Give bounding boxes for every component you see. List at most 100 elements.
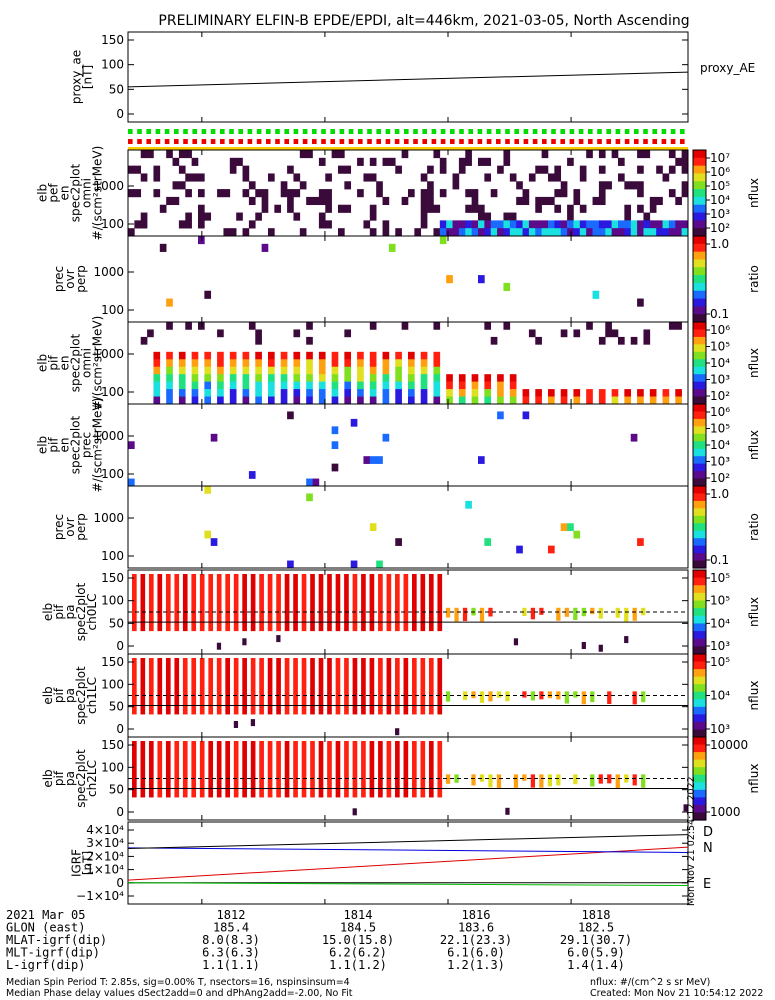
spec-elb-pef-en-omni-cell	[541, 228, 549, 237]
spec-elb-pef-en-omni-cell	[624, 204, 632, 213]
status-bar-red	[588, 139, 593, 144]
spec-elb-pif-en-omni-ylabel-line: elb	[36, 354, 50, 372]
spec-elb-pif-en-omni-cell	[280, 366, 288, 375]
spec-elb-pif-en-omni-cell	[268, 374, 275, 382]
spec-elb-pef-en-omni-cell	[178, 181, 186, 190]
spec-elb-pif-en-prec-cbar-seg	[693, 411, 706, 420]
spec-elb-pif-en-omni-cell	[433, 351, 441, 360]
status-bar-green	[385, 129, 391, 134]
spec-elb-pef-en-omni-cell	[618, 220, 625, 229]
spec-elb-pif-en-omni-cell	[217, 359, 224, 368]
pa-ch0LC-column	[522, 607, 527, 616]
pa-ch2LC-column	[276, 741, 281, 798]
pa-ch2LC-cbar-seg	[693, 782, 706, 791]
pa-ch0LC-cbar-seg	[693, 631, 706, 640]
spec-elb-pef-en-omni-cell	[630, 220, 638, 229]
status-bar-red	[450, 139, 455, 144]
spec-elb-pef-en-omni-cell	[497, 165, 504, 174]
spec-elb-pif-en-omni-cell	[293, 381, 301, 390]
spec-elb-pef-en-omni-cell	[338, 150, 345, 159]
spec-elb-pef-en-omni-cell	[248, 220, 256, 229]
status-bar-green	[578, 129, 584, 134]
spec-elb-pif-en-omni-cell	[560, 329, 568, 338]
spec-elb-pif-en-omni-cell	[153, 359, 161, 368]
pa-ch0LC-column	[445, 607, 451, 618]
pa-ch1LC-column	[208, 658, 214, 715]
footer-phase-info: Median Phase delay values dSect2add=0 an…	[6, 988, 353, 999]
spec-elb-pef-en-omni-cell	[338, 228, 345, 237]
spec-elb-pif-en-omni-cell	[306, 366, 313, 375]
pa-ch0LC-dot	[276, 635, 281, 643]
igrf-frame	[127, 821, 689, 905]
status-bar-red	[624, 139, 630, 144]
spec-elb-pif-en-omni-cell	[637, 389, 644, 397]
spec-elb-pef-en-omni-cell	[172, 181, 180, 190]
spec-elb-pef-en-omni-cell	[433, 150, 441, 159]
spec-elb-pif-en-omni-cell	[204, 396, 212, 405]
pa-ch2LC-ylabel-line: pif	[52, 770, 66, 786]
spec-elb-pif-en-prec-ylabel-line: pif	[47, 437, 61, 453]
pa-ch1LC-column	[182, 658, 188, 715]
spec-elb-pef-en-omni-cell	[554, 228, 562, 237]
pa-ch2LC-column	[412, 741, 417, 798]
spec-elb-pif-en-omni-cell	[382, 389, 390, 397]
pa-ch2LC-column	[530, 774, 536, 788]
spec-prec-ovr-perp-i-cell	[306, 493, 313, 502]
spec-elb-pef-en-omni-cell	[433, 228, 441, 237]
spec-elb-pef-en-omni-cell	[395, 228, 402, 237]
pa-ch1LC-column	[132, 658, 137, 715]
spec-elb-pif-en-omni-cell	[306, 322, 313, 330]
spec-prec-ovr-perp-e-cbar-tick-label: 0.1	[710, 307, 729, 321]
spec-elb-pif-en-omni-cell	[675, 322, 682, 330]
spec-elb-pef-en-omni-cell	[503, 150, 511, 159]
pa-ch1LC-column	[174, 658, 180, 715]
spec-prec-ovr-perp-e-cbar-seg	[693, 251, 706, 261]
spec-elb-pif-en-omni-cell	[191, 374, 199, 382]
pa-ch0LC-column	[335, 574, 341, 632]
spec-elb-pef-en-omni-cell	[598, 228, 606, 237]
spec-elb-pef-en-omni-cell	[248, 181, 256, 190]
status-bar-green	[670, 129, 676, 134]
status-bar-green	[514, 129, 519, 134]
spec-elb-pef-en-omni-cell	[675, 220, 682, 229]
spec-elb-pif-en-prec-cell	[382, 433, 390, 442]
spec-elb-pef-en-omni-cell	[586, 220, 593, 229]
spec-elb-pef-en-omni-cell	[287, 196, 294, 206]
spec-elb-pif-en-omni-cell	[598, 389, 606, 397]
pa-ch2LC-column	[598, 774, 603, 784]
spec-prec-ovr-perp-i-cbar-seg	[693, 553, 706, 562]
spec-elb-pef-en-omni-cell	[586, 228, 593, 237]
spec-elb-pef-en-omni-cell	[637, 189, 644, 198]
spec-elb-pef-en-omni-cell	[134, 165, 142, 174]
pa-ch2LC-column	[225, 741, 230, 798]
spec-elb-pef-en-omni-cbar-seg	[693, 204, 706, 214]
igrf-tick-label: 4×10⁴	[86, 823, 124, 837]
pa-ch2LC-tick-label: 100	[101, 760, 124, 774]
info-row-value: 22.1(23.3)	[440, 933, 512, 947]
status-bar-green	[404, 129, 409, 134]
spec-elb-pif-en-omni-cell	[268, 381, 275, 390]
pa-ch0LC-dot	[513, 638, 519, 646]
footer-nflux-units: nflux: #/(cm^2 s sr MeV)	[590, 977, 710, 988]
pa-ch0LC-cbar-label-group: nflux	[747, 597, 761, 627]
pa-ch0LC-column	[488, 607, 493, 617]
spec-prec-ovr-perp-e-cbar-seg	[693, 298, 706, 307]
pa-ch0LC-ylabel-line: ch0LC	[85, 594, 99, 631]
status-bar-red	[569, 139, 575, 144]
spec-elb-pif-en-omni-cell	[408, 351, 415, 360]
igrf-tick-label: 0	[116, 876, 124, 890]
pa-ch0LC-cbar-seg	[693, 646, 706, 655]
spec-elb-pif-en-omni-cell	[637, 396, 644, 405]
spec-elb-pef-en-omni-cell	[541, 165, 549, 174]
pa-ch2LC-column	[216, 741, 222, 798]
spec-elb-pif-en-omni-cell	[268, 351, 275, 360]
pa-ch1LC-column	[445, 691, 451, 702]
spec-elb-pef-en-omni-cell	[140, 212, 148, 221]
pa-ch0LC-column	[539, 607, 544, 615]
spec-elb-pif-en-omni-cell	[528, 329, 536, 338]
spec-elb-pif-en-omni-cell	[662, 396, 670, 405]
status-bar-green	[505, 129, 510, 134]
proxy-ae-tick-label: 0	[116, 107, 124, 121]
pa-ch2LC-cbar-seg	[693, 744, 706, 753]
spec-elb-pif-en-omni-cell	[255, 396, 262, 405]
